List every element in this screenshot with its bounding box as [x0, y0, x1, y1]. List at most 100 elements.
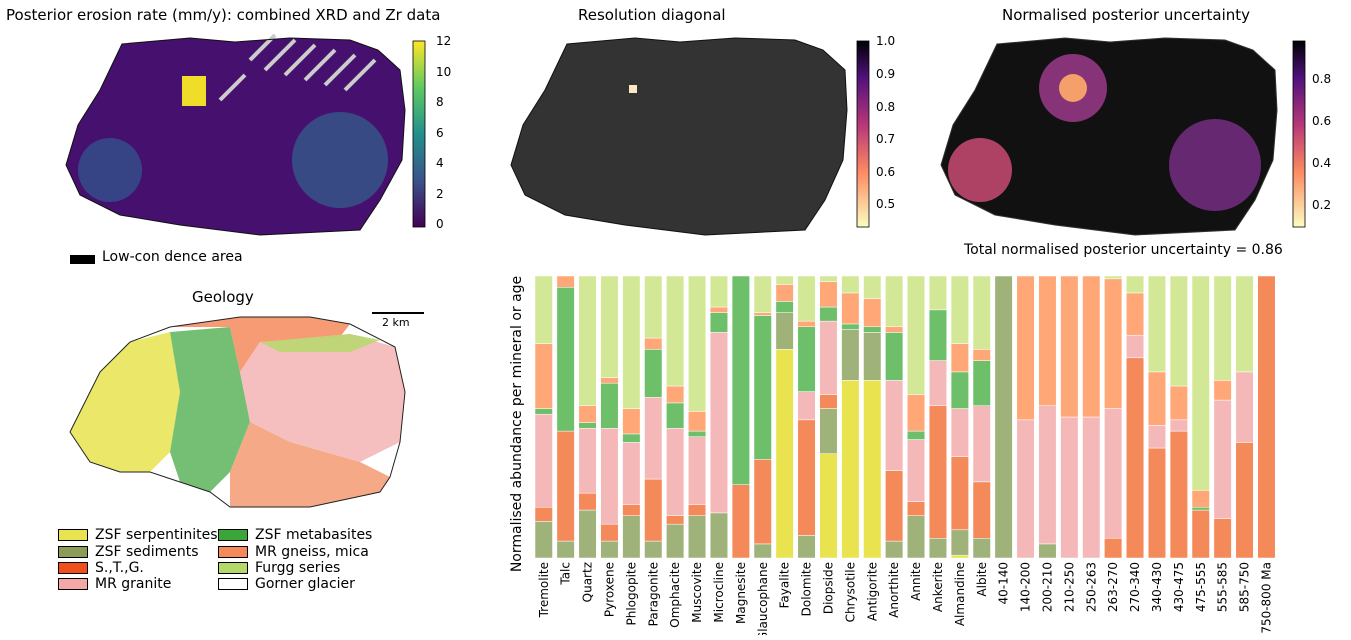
bar-segment: [928, 360, 947, 406]
uncertainty-map-title: Normalised posterior uncertainty: [1002, 6, 1251, 24]
bar-segment: [885, 470, 904, 542]
bar-segment: [1147, 425, 1166, 449]
bar-segment: [797, 391, 816, 421]
bar-segment: [709, 512, 728, 559]
uncertainty-colorbar-tick: 0.2: [1312, 198, 1332, 212]
bar-segment: [1104, 278, 1123, 409]
bar-segment: [556, 540, 575, 559]
bar-segment: [644, 275, 663, 339]
bar-segment: [556, 287, 575, 432]
legend-swatch: [218, 546, 248, 558]
bar-segment: [688, 411, 707, 432]
x-tick-label: Ankerite: [931, 562, 945, 612]
x-tick-label: Talc: [559, 562, 573, 586]
x-tick-label: 140-200: [1019, 562, 1033, 612]
x-tick-label: 340-430: [1150, 562, 1164, 612]
geology-unit-gneiss-south: [230, 422, 390, 507]
bar-segment: [950, 275, 969, 344]
bar-segment: [885, 275, 904, 328]
bar-segment: [666, 402, 685, 429]
bar-segment: [644, 337, 663, 350]
bar-segment: [731, 484, 750, 559]
legend-swatch: [218, 529, 248, 541]
low-confidence-label: Low-con dence area: [102, 249, 243, 265]
resolution-colorbar: [856, 40, 870, 228]
bar-segment: [907, 394, 926, 432]
bar-segment: [731, 275, 750, 485]
x-tick-label: Albite: [975, 562, 989, 597]
bar-segment: [885, 380, 904, 471]
bar-segment: [863, 326, 882, 333]
bar-segment: [1082, 275, 1101, 418]
bar-segment: [907, 275, 926, 395]
bar-segment: [950, 343, 969, 373]
bar-segment: [1126, 275, 1145, 294]
bar-segment: [841, 292, 860, 325]
bar-segment: [688, 275, 707, 412]
bar-segment: [863, 332, 882, 381]
bar-segment: [753, 459, 772, 545]
bar-segment: [534, 521, 553, 559]
erosion-colorbar: [412, 40, 426, 228]
geology-unit-granite: [240, 334, 405, 462]
resolution-colorbar-tick: 0.9: [876, 67, 896, 81]
bar-segment: [1147, 275, 1166, 373]
bar-segment: [534, 506, 553, 522]
erosion-map: [65, 33, 406, 236]
bar-segment: [600, 523, 619, 542]
bar-segment: [841, 329, 860, 381]
bar-segment: [1191, 509, 1210, 559]
uncertainty-map-outline: [940, 37, 1278, 236]
bar-segment: [644, 397, 663, 480]
bar-segment: [578, 422, 597, 429]
x-tick-label: 585-750: [1238, 562, 1252, 612]
bar-segment: [928, 538, 947, 559]
bar-segment: [578, 405, 597, 423]
uncertainty-map-hotspot: [948, 138, 1012, 202]
erosion-colorbar-tick: 2: [436, 187, 444, 201]
chart-annotation: Total normalised posterior uncertainty =…: [964, 242, 1283, 258]
resolution-map-outline: [510, 37, 848, 236]
bar-segment: [600, 377, 619, 384]
x-tick-label: 475-555: [1194, 562, 1208, 612]
x-tick-label: 430-475: [1172, 562, 1186, 612]
bar-segment: [1016, 419, 1035, 559]
bar-segment: [578, 509, 597, 559]
low-confidence-hatch: [218, 33, 377, 102]
bar-segment: [819, 281, 838, 308]
bar-segment: [622, 515, 641, 559]
bar-segment: [797, 535, 816, 559]
bar-segment: [578, 492, 597, 511]
resolution-colorbar-tick: 0.8: [876, 100, 896, 114]
bar-segment: [972, 481, 991, 539]
resolution-colorbar-tick: 0.5: [876, 197, 896, 211]
bar-segment: [1147, 371, 1166, 426]
uncertainty-map-hotspot: [1169, 119, 1261, 211]
x-tick-label: 200-210: [1040, 562, 1054, 612]
bar-segment: [644, 349, 663, 398]
bar-segment: [1060, 275, 1079, 418]
x-tick-label: Antigorite: [865, 562, 879, 621]
bar-segment: [950, 529, 969, 556]
geology-unit-furgg: [260, 334, 380, 352]
bar-segment: [622, 408, 641, 435]
legend-label: MR gneiss, mica: [255, 544, 369, 560]
bar-segment: [1169, 275, 1188, 387]
bar-segment: [994, 275, 1013, 559]
bar-segment: [578, 275, 597, 406]
uncertainty-map-hotspot: [1059, 74, 1087, 102]
x-tick-label: Glaucophane: [756, 562, 770, 635]
geology-map: [69, 316, 406, 508]
x-tick-label: 210-250: [1062, 562, 1076, 612]
bar-segment: [885, 332, 904, 381]
bar-segment: [863, 380, 882, 559]
bar-segment: [534, 408, 553, 415]
bar-segment: [1126, 357, 1145, 559]
bar-segment: [907, 439, 926, 502]
erosion-map-hotspot: [292, 112, 388, 208]
bar-segment: [622, 275, 641, 409]
geology-title: Geology: [192, 288, 254, 306]
bar-segment: [622, 433, 641, 443]
legend-swatch: [58, 578, 88, 590]
bar-segment: [1126, 292, 1145, 336]
